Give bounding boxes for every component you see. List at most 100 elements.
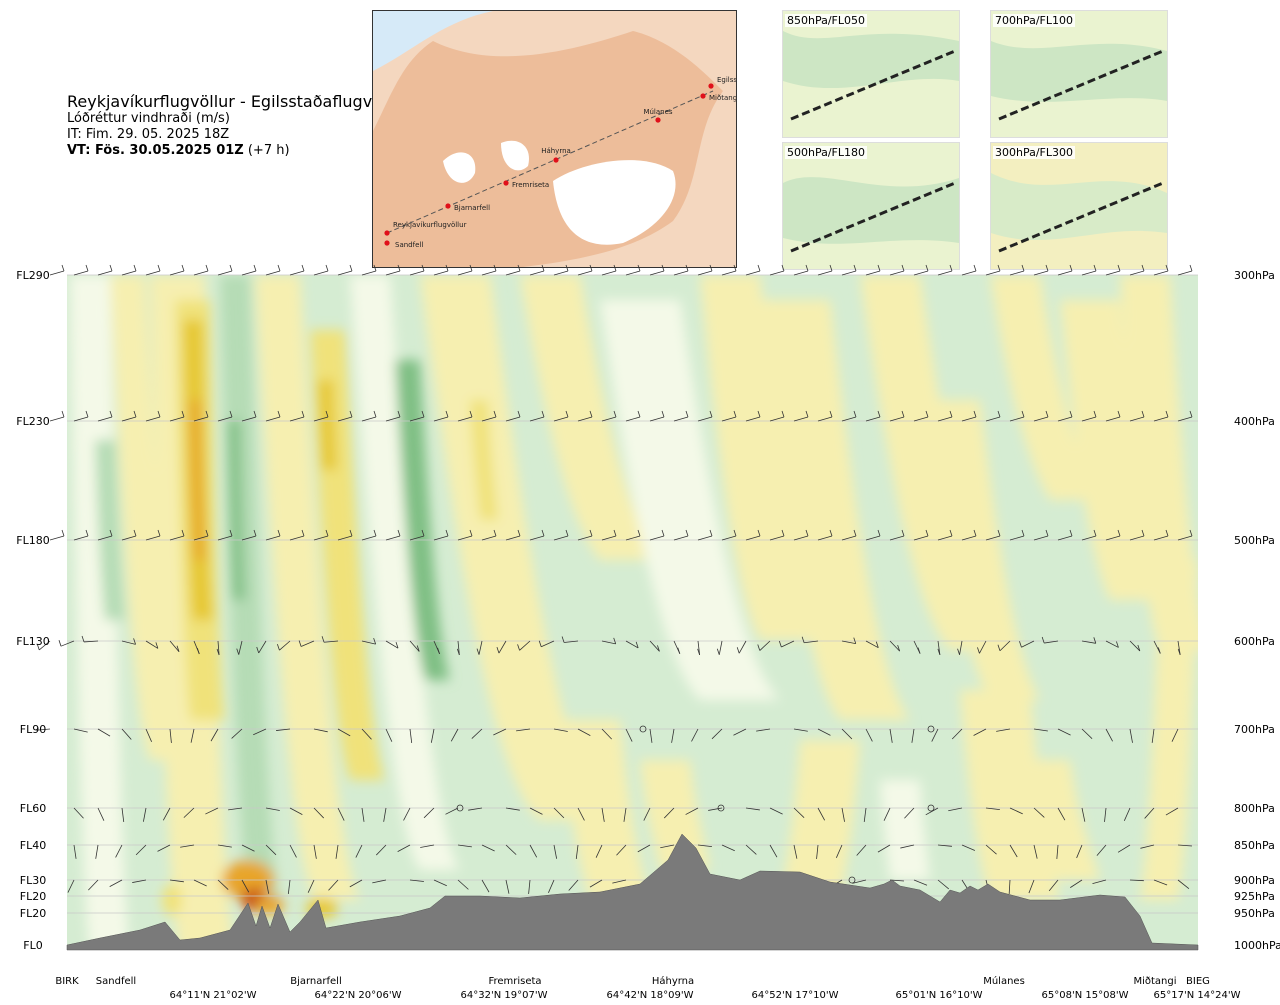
wind-barb <box>697 270 713 276</box>
wind-barb <box>1153 535 1169 541</box>
wind-barb <box>121 728 132 740</box>
wind-barb <box>900 844 915 849</box>
wind-barb-flag <box>1157 647 1161 654</box>
axis-left-label: FL40 <box>20 839 46 852</box>
wind-barb <box>73 728 88 733</box>
wind-barb <box>1177 416 1193 422</box>
wind-barb <box>468 807 483 811</box>
wind-barb <box>865 728 873 742</box>
wind-barb <box>1033 728 1048 732</box>
thumb-300[interactable]: 300hPa/FL300 <box>990 142 1168 270</box>
wind-barb-flag <box>757 264 761 272</box>
wind-barb-flag <box>421 410 425 418</box>
axis-right-label: 300hPa <box>1234 269 1275 282</box>
wind-barb-flag <box>109 264 113 272</box>
wind-barb-flag <box>1021 410 1025 418</box>
wind-barb <box>913 879 928 886</box>
wind-barb <box>1105 270 1121 276</box>
axis-left-label: FL20 <box>20 890 46 903</box>
wind-barb <box>1057 728 1071 736</box>
wind-barb <box>673 270 689 276</box>
product-name: Lóðréttur vindhraði (m/s) <box>67 111 230 126</box>
wind-barb <box>913 535 929 541</box>
wind-barb-flag <box>637 410 641 418</box>
wind-barb <box>335 844 339 859</box>
wind-barb <box>577 535 593 541</box>
wind-barb <box>961 844 976 851</box>
wind-barb <box>145 416 161 422</box>
field-band <box>1140 560 1198 900</box>
wind-barb-flag <box>565 529 569 537</box>
wind-barb-flag <box>229 264 233 272</box>
wind-barb <box>97 416 113 422</box>
wind-barb <box>721 416 737 422</box>
wind-barb <box>889 270 905 276</box>
axis-coord-label: 64°11'N 21°02'W <box>170 990 257 1001</box>
wind-barb <box>852 879 867 884</box>
wind-barb <box>385 640 399 649</box>
wind-barb-flag <box>997 644 1001 651</box>
wind-barb <box>289 807 303 815</box>
wind-barb-flag <box>565 410 569 418</box>
wind-barb <box>985 535 1001 541</box>
wind-barb-flag <box>181 529 185 537</box>
wind-barb <box>1140 844 1155 849</box>
wind-barb <box>375 844 387 856</box>
axis-coord-label: 65°17'N 14°24'W <box>1154 990 1241 1001</box>
wind-barb <box>279 640 291 651</box>
wind-barb-flag <box>685 410 689 418</box>
wind-barb <box>601 807 605 822</box>
wind-barb <box>1070 879 1083 888</box>
wind-barb-flag <box>205 529 209 537</box>
wind-barb-flag <box>757 529 761 537</box>
wind-barb <box>1153 270 1169 276</box>
wind-barb <box>337 270 353 276</box>
field-band <box>880 780 930 880</box>
wind-barb-flag <box>657 645 660 652</box>
thumb-850[interactable]: 850hPa/FL050 <box>782 10 960 138</box>
axis-right-label: 500hPa <box>1234 534 1275 547</box>
wind-barb <box>1144 807 1155 819</box>
axis-place-label: Miðtangi <box>1133 976 1176 987</box>
wind-barb-flag <box>685 529 689 537</box>
wind-barb <box>529 270 545 276</box>
axis-place-label: Múlanes <box>983 975 1025 987</box>
wind-barb-flag <box>997 529 1001 537</box>
wind-barb-flag <box>925 410 929 418</box>
map-station-dot <box>655 117 661 123</box>
wind-barb <box>433 535 449 541</box>
wind-barb-flag <box>709 529 713 537</box>
wind-barb-flag <box>829 410 833 418</box>
wind-barb-flag <box>781 410 785 418</box>
wind-barb <box>193 879 207 887</box>
thumb-500[interactable]: 500hPa/FL180 <box>782 142 960 270</box>
wind-barb <box>1177 270 1193 276</box>
wind-barb-flag <box>373 264 377 272</box>
wind-barb-flag <box>901 410 905 418</box>
wind-barb <box>97 535 113 541</box>
axis-left-label: FL0 <box>23 939 42 952</box>
wind-barb <box>738 640 747 654</box>
wind-barb <box>673 535 689 541</box>
wind-barb <box>1048 879 1059 892</box>
wind-barb-flag <box>733 264 737 272</box>
wind-barb <box>759 640 771 651</box>
wind-barb <box>361 416 377 422</box>
wind-barb <box>307 879 315 893</box>
wind-barb <box>210 728 219 742</box>
wind-barb <box>145 728 152 742</box>
thumb-700[interactable]: 700hPa/FL100 <box>990 10 1168 138</box>
wind-barb <box>718 640 723 655</box>
wind-barb-flag <box>155 642 159 649</box>
field-band <box>420 275 610 820</box>
wind-barb-flag <box>973 410 977 418</box>
wind-barb-flag <box>661 529 665 537</box>
wind-barb <box>856 844 867 856</box>
wind-barb-flag <box>216 648 220 656</box>
wind-barb <box>265 270 281 276</box>
wind-barb <box>355 844 363 858</box>
wind-barb <box>1171 728 1179 742</box>
map-station-dot <box>445 203 451 209</box>
axis-right-label: 600hPa <box>1234 635 1275 648</box>
wind-barb-flag <box>421 264 425 272</box>
